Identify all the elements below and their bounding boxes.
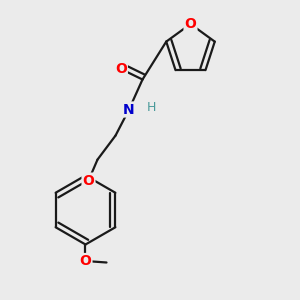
Text: O: O: [184, 17, 196, 31]
Text: H: H: [147, 100, 156, 114]
Text: O: O: [82, 174, 94, 188]
Text: O: O: [115, 62, 127, 76]
Text: N: N: [123, 103, 135, 116]
Text: O: O: [80, 254, 92, 268]
